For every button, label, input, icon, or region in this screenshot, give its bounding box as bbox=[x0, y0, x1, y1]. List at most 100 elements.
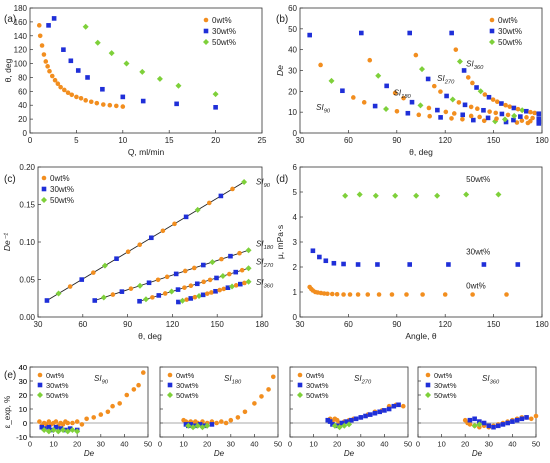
y-tick-label: 10 bbox=[19, 405, 27, 414]
data-point bbox=[460, 112, 466, 118]
data-point bbox=[413, 52, 419, 58]
data-point bbox=[442, 292, 448, 297]
data-point bbox=[444, 93, 449, 99]
data-point bbox=[45, 428, 52, 435]
x-tick-label: 10 bbox=[118, 136, 127, 145]
data-point bbox=[505, 420, 510, 426]
x-tick-label: 0 bbox=[28, 440, 32, 449]
data-point bbox=[55, 81, 61, 86]
data-point bbox=[214, 420, 219, 426]
x-tick-label: 150 bbox=[487, 320, 501, 329]
data-point bbox=[536, 111, 542, 117]
legend-marker bbox=[203, 28, 209, 34]
data-point bbox=[168, 288, 175, 295]
data-point bbox=[214, 275, 219, 281]
data-point bbox=[417, 102, 424, 109]
legend-label: 50wt% bbox=[434, 391, 457, 400]
data-point bbox=[185, 422, 192, 429]
y-axis-title: ε_exp, % bbox=[3, 396, 12, 428]
data-point bbox=[481, 420, 487, 426]
data-point bbox=[372, 103, 378, 109]
data-point bbox=[307, 32, 312, 38]
data-point bbox=[188, 422, 193, 427]
y-tick-label: 0.10 bbox=[19, 238, 35, 247]
y-tick-label: 20 bbox=[18, 115, 27, 124]
x-tick-label: 90 bbox=[123, 320, 132, 329]
data-point bbox=[494, 99, 500, 105]
data-point bbox=[462, 102, 468, 108]
data-point bbox=[446, 262, 451, 267]
plot-frame bbox=[29, 7, 263, 134]
data-point bbox=[481, 107, 486, 113]
data-point bbox=[100, 86, 105, 92]
data-point bbox=[416, 112, 422, 118]
data-point bbox=[69, 92, 75, 98]
x-axis-title: θ, deg bbox=[138, 331, 162, 341]
data-point bbox=[45, 64, 50, 69]
data-point bbox=[241, 179, 248, 185]
data-point bbox=[519, 416, 525, 422]
data-point bbox=[43, 59, 49, 64]
data-point bbox=[325, 291, 330, 297]
data-point bbox=[431, 83, 437, 89]
data-point bbox=[183, 214, 189, 220]
x-tick-label: 30 bbox=[357, 440, 365, 449]
x-axis-title: θ, deg bbox=[409, 147, 433, 157]
y-tick-label: 40 bbox=[19, 363, 27, 372]
data-point bbox=[217, 287, 222, 293]
data-point bbox=[41, 52, 47, 57]
data-point bbox=[318, 62, 323, 68]
series-label: 30wt% bbox=[466, 248, 490, 257]
x-tick-label: 120 bbox=[439, 320, 453, 329]
data-point bbox=[400, 403, 406, 409]
data-point bbox=[53, 424, 59, 430]
y-axis-title: De⁻¹ bbox=[2, 233, 12, 251]
x-tick-label: 0 bbox=[416, 440, 420, 449]
data-point bbox=[401, 95, 406, 101]
data-point bbox=[131, 387, 137, 392]
data-point bbox=[449, 30, 454, 36]
data-point bbox=[495, 191, 502, 198]
data-point bbox=[209, 422, 215, 427]
data-point bbox=[471, 117, 476, 123]
data-point bbox=[245, 247, 252, 254]
y-tick-label: 0.15 bbox=[19, 201, 35, 210]
data-point bbox=[213, 105, 218, 110]
data-point bbox=[50, 427, 57, 433]
data-point bbox=[101, 262, 108, 269]
data-point bbox=[341, 422, 348, 429]
panel-label: (b) bbox=[276, 14, 288, 25]
data-point bbox=[120, 104, 126, 109]
data-point bbox=[340, 88, 345, 94]
data-point bbox=[468, 104, 474, 110]
data-point bbox=[396, 402, 401, 408]
y-tick-label: 4 bbox=[293, 213, 298, 222]
data-point bbox=[451, 111, 457, 116]
x-tick-label: 90 bbox=[392, 136, 401, 145]
plot-frame bbox=[417, 366, 537, 438]
data-point bbox=[83, 98, 88, 103]
data-point bbox=[94, 100, 100, 106]
data-point bbox=[524, 115, 529, 120]
x-axis-title: Angle, θ bbox=[405, 331, 436, 341]
x-tick-label: 30 bbox=[227, 440, 235, 449]
data-point bbox=[88, 99, 94, 105]
data-point bbox=[524, 108, 529, 114]
x-tick-label: 30 bbox=[485, 440, 493, 449]
data-point bbox=[331, 260, 337, 266]
y-tick-label: 50 bbox=[288, 25, 297, 34]
x-tick-label: 120 bbox=[439, 136, 453, 145]
y-tick-label: 80 bbox=[18, 73, 27, 82]
y-tick-label: 160 bbox=[14, 18, 28, 27]
x-tick-label: 30 bbox=[296, 320, 305, 329]
panel-label: (e) bbox=[4, 370, 16, 381]
data-point bbox=[504, 292, 509, 297]
y-tick-label: 0.00 bbox=[19, 313, 35, 322]
y-tick-label: 1 bbox=[293, 288, 298, 297]
data-point bbox=[486, 94, 492, 100]
legend-marker bbox=[425, 392, 431, 398]
data-point bbox=[136, 282, 143, 289]
data-point bbox=[200, 292, 206, 298]
data-point bbox=[528, 109, 533, 115]
